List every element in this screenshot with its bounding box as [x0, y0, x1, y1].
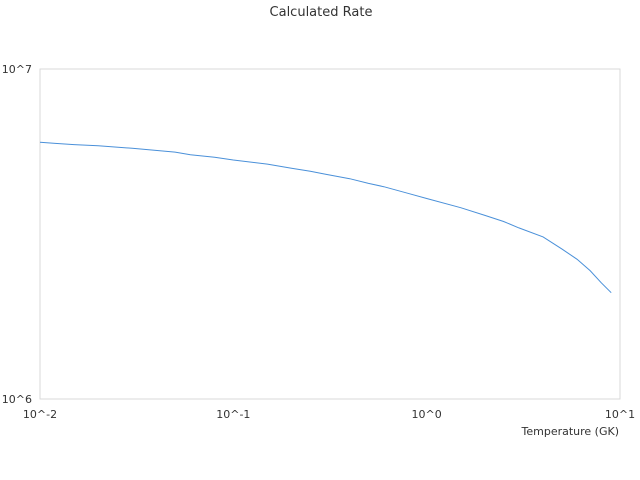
x-tick-label: 10^0: [412, 408, 442, 421]
chart-title: Calculated Rate: [270, 5, 373, 20]
y-axis-ticks: 10^6 10^7: [2, 63, 32, 406]
y-tick-label: 10^6: [2, 393, 32, 406]
x-tick-label: 10^-2: [23, 408, 57, 421]
y-tick-label: 10^7: [2, 63, 32, 76]
x-axis-ticks: 10^-2 10^-1 10^0 10^1: [23, 408, 635, 421]
series-group: [39, 141, 612, 294]
series-line-0: [39, 141, 612, 294]
plot-area: [39, 68, 621, 400]
x-tick-label: 10^-1: [216, 408, 250, 421]
x-tick-label: 10^1: [605, 408, 635, 421]
x-axis-label: Temperature (GK): [521, 425, 620, 438]
